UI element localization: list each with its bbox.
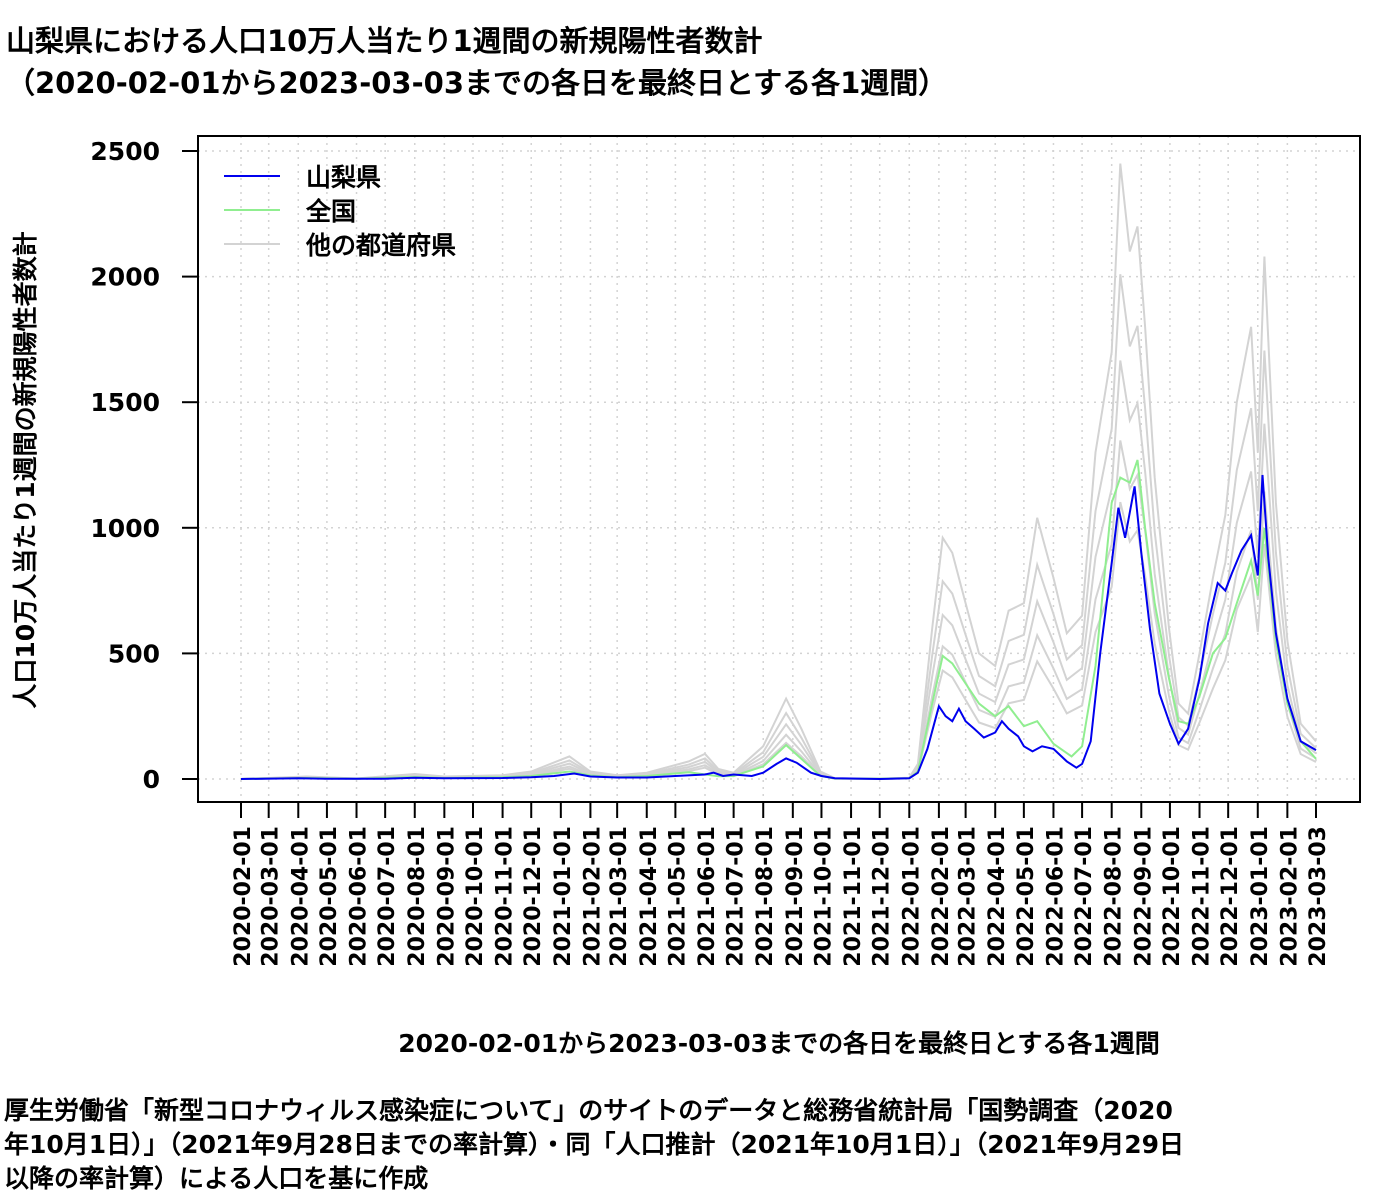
x-axis-label: 2020-02-01から2023-03-03までの各日を最終日とする各1週間 — [398, 1029, 1159, 1058]
y-axis: 0 500 1000 1500 2000 2500 — [90, 137, 198, 794]
y-axis-label: 人口10万人当たり1週間の新規陽性者数計 — [11, 231, 40, 708]
x-tick-label-12: 2021-02-01 — [580, 826, 605, 967]
grid-lines — [198, 136, 1360, 802]
legend-label-national: 全国 — [305, 197, 356, 226]
x-tick-label-22: 2021-12-01 — [870, 826, 895, 967]
x-tick-label-14: 2021-04-01 — [637, 826, 662, 967]
x-tick-label-27: 2022-05-01 — [1014, 826, 1039, 967]
x-tick-label-5: 2020-07-01 — [375, 826, 400, 967]
x-tick-label-16: 2021-06-01 — [695, 826, 720, 967]
chart-title-line1: 山梨県における人口10万人当たり1週間の新規陽性者数計 — [6, 24, 763, 58]
x-axis: 2020-02-01 2020-03-01 2020-04-01 2020-05-01… — [231, 802, 1331, 967]
series-other-prefectures-4 — [240, 501, 1317, 780]
x-tick-label-3: 2020-05-01 — [317, 826, 342, 967]
x-tick-label-10: 2020-12-01 — [521, 826, 546, 967]
x-tick-label-32: 2022-10-01 — [1160, 826, 1185, 967]
x-tick-label-25: 2022-03-01 — [956, 826, 981, 967]
x-tick-label-2: 2020-04-01 — [288, 826, 313, 967]
legend: 山梨県 全国 他の都道府県 — [224, 163, 456, 260]
x-tick-label-33: 2022-11-01 — [1190, 826, 1215, 967]
caption-line-3: 以降の率計算）による人口を基に作成 — [4, 1164, 429, 1193]
x-tick-label-17: 2021-07-01 — [724, 826, 749, 967]
y-tick-label-2: 1000 — [90, 514, 160, 543]
x-tick-label-20: 2021-10-01 — [811, 826, 836, 967]
series-lines — [240, 459, 1317, 781]
series-other-prefectures-3 — [240, 440, 1317, 780]
x-tick-label-18: 2021-08-01 — [753, 826, 778, 967]
x-tick-label-19: 2021-09-01 — [783, 826, 808, 967]
x-tick-label-35: 2023-01-01 — [1248, 826, 1273, 967]
x-tick-label-4: 2020-06-01 — [347, 826, 372, 967]
chart: 0 500 1000 1500 2000 2500 2020-02-01 2020-03-0… — [11, 135, 1361, 1058]
x-tick-label-0: 2020-02-01 — [231, 826, 256, 967]
y-tick-label-1: 500 — [108, 639, 160, 668]
source-caption: 厚生労働省「新型コロナウィルス感染症について」のサイトのデータと総務省統計局「国… — [4, 1094, 1396, 1196]
x-tick-label-9: 2020-11-01 — [493, 826, 518, 967]
x-tick-label-15: 2021-05-01 — [665, 826, 690, 967]
x-tick-label-6: 2020-08-01 — [405, 826, 430, 967]
x-tick-label-29: 2022-07-01 — [1072, 826, 1097, 967]
x-tick-label-26: 2022-04-01 — [985, 826, 1010, 967]
caption-line-2: 年10月1日）」（2021年9月28日までの率計算）・同「人口推計（2021年1… — [4, 1130, 1184, 1159]
x-tick-label-21: 2021-11-01 — [841, 826, 866, 967]
y-tick-label-0: 0 — [143, 765, 160, 794]
series-yamanashi — [240, 474, 1317, 781]
x-tick-label-11: 2021-01-01 — [551, 826, 576, 967]
legend-label-yamanashi: 山梨県 — [306, 163, 381, 192]
y-tick-label-5: 2500 — [90, 137, 160, 166]
y-tick-label-4: 2000 — [90, 263, 160, 292]
x-tick-label-1: 2020-03-01 — [259, 826, 284, 967]
x-tick-label-30: 2022-08-01 — [1102, 826, 1127, 967]
legend-label-other: 他の都道府県 — [305, 231, 456, 260]
y-tick-label-3: 1500 — [90, 388, 160, 417]
x-tick-label-23: 2022-01-01 — [899, 826, 924, 967]
x-tick-label-7: 2020-09-01 — [434, 826, 459, 967]
x-tick-label-37: 2023-03-03 — [1306, 826, 1331, 967]
x-tick-label-36: 2023-02-01 — [1277, 826, 1302, 967]
chart-title-line2: （2020-02-01から2023-03-03までの各日を最終日とする各1週間） — [6, 66, 948, 100]
series-national — [240, 459, 1317, 780]
plot-frame — [197, 135, 1361, 803]
series-other-prefectures-1 — [240, 274, 1317, 780]
x-tick-label-31: 2022-09-01 — [1131, 826, 1156, 967]
x-tick-label-24: 2022-02-01 — [929, 826, 954, 967]
caption-line-1: 厚生労働省「新型コロナウィルス感染症について」のサイトのデータと総務省統計局「国… — [4, 1096, 1173, 1125]
x-tick-label-34: 2022-12-01 — [1218, 826, 1243, 967]
x-tick-label-13: 2021-03-01 — [607, 826, 632, 967]
x-tick-label-28: 2022-06-01 — [1043, 826, 1068, 967]
x-tick-label-8: 2020-10-01 — [463, 826, 488, 967]
